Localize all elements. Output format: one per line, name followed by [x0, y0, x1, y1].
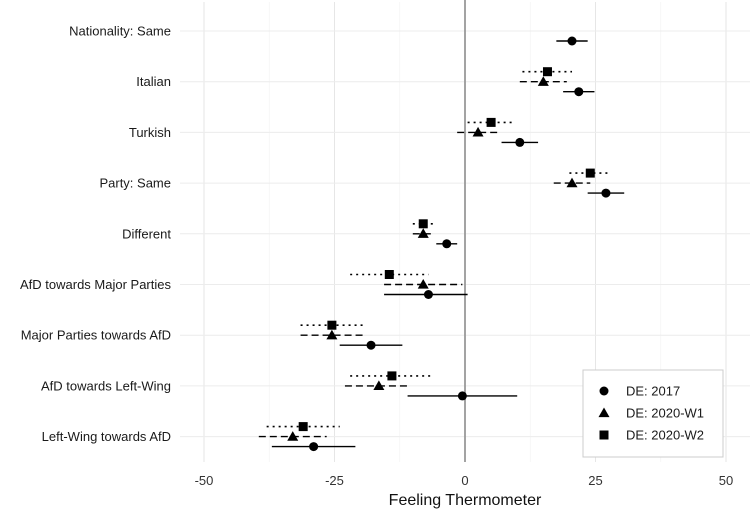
legend-key-circle [599, 386, 609, 396]
point-estimate [472, 126, 484, 137]
series-layer [258, 36, 625, 452]
x-tick-label: -25 [325, 473, 344, 488]
point-estimate [566, 177, 578, 188]
x-tick-labels: -50 -25 0 25 50 [195, 473, 734, 488]
point-estimate [309, 442, 319, 452]
category-label: Major Parties towards AfD [21, 328, 171, 343]
category-label: Turkish [129, 125, 171, 140]
category-label: Party: Same [99, 176, 171, 191]
x-axis-title: Feeling Thermometer [389, 492, 542, 509]
category-label: Italian [136, 74, 171, 89]
point-estimate [585, 168, 595, 178]
point-estimate [366, 340, 376, 350]
point-estimate [417, 228, 429, 238]
point-estimate [457, 391, 467, 401]
point-estimate [515, 137, 525, 147]
category-label: Nationality: Same [69, 24, 171, 39]
point-estimate [327, 320, 337, 330]
point-estimate [601, 188, 611, 198]
point-estimate [567, 36, 577, 46]
x-tick-label: 25 [588, 473, 602, 488]
point-estimate [418, 219, 428, 229]
category-label: Different [122, 226, 171, 241]
point-estimate [417, 279, 429, 289]
point-estimate [387, 371, 397, 381]
legend-key-square [599, 430, 609, 440]
point-estimate [542, 67, 552, 77]
legend-key-triangle [598, 407, 610, 418]
series-de-2020-w2 [266, 67, 612, 432]
category-label: AfD towards Left-Wing [41, 378, 171, 393]
legend-label: DE: 2017 [626, 384, 680, 399]
point-estimate [384, 270, 394, 279]
series-de-2017 [271, 36, 625, 452]
point-estimate [287, 431, 299, 441]
point-estimate [373, 380, 385, 391]
point-estimate [423, 290, 433, 299]
point-estimate [574, 87, 584, 97]
x-tick-label: 0 [461, 473, 468, 488]
legend-label: DE: 2020-W2 [626, 428, 704, 443]
legend: DE: 2017 DE: 2020-W1 DE: 2020-W2 [582, 369, 724, 458]
legend-label: DE: 2020-W1 [626, 406, 704, 421]
category-label: AfD towards Major Parties [20, 277, 171, 292]
category-labels: Nationality: Same Italian Turkish Party: Sa… [20, 24, 171, 445]
point-estimate [486, 117, 496, 127]
point-estimate [442, 239, 452, 249]
x-tick-label: 50 [719, 473, 733, 488]
x-tick-label: -50 [195, 473, 214, 488]
category-label: Left-Wing towards AfD [42, 429, 171, 444]
point-estimate [537, 76, 549, 86]
point-estimate [298, 422, 308, 432]
series-de-2020-w1 [258, 76, 591, 441]
point-estimate [326, 329, 338, 340]
